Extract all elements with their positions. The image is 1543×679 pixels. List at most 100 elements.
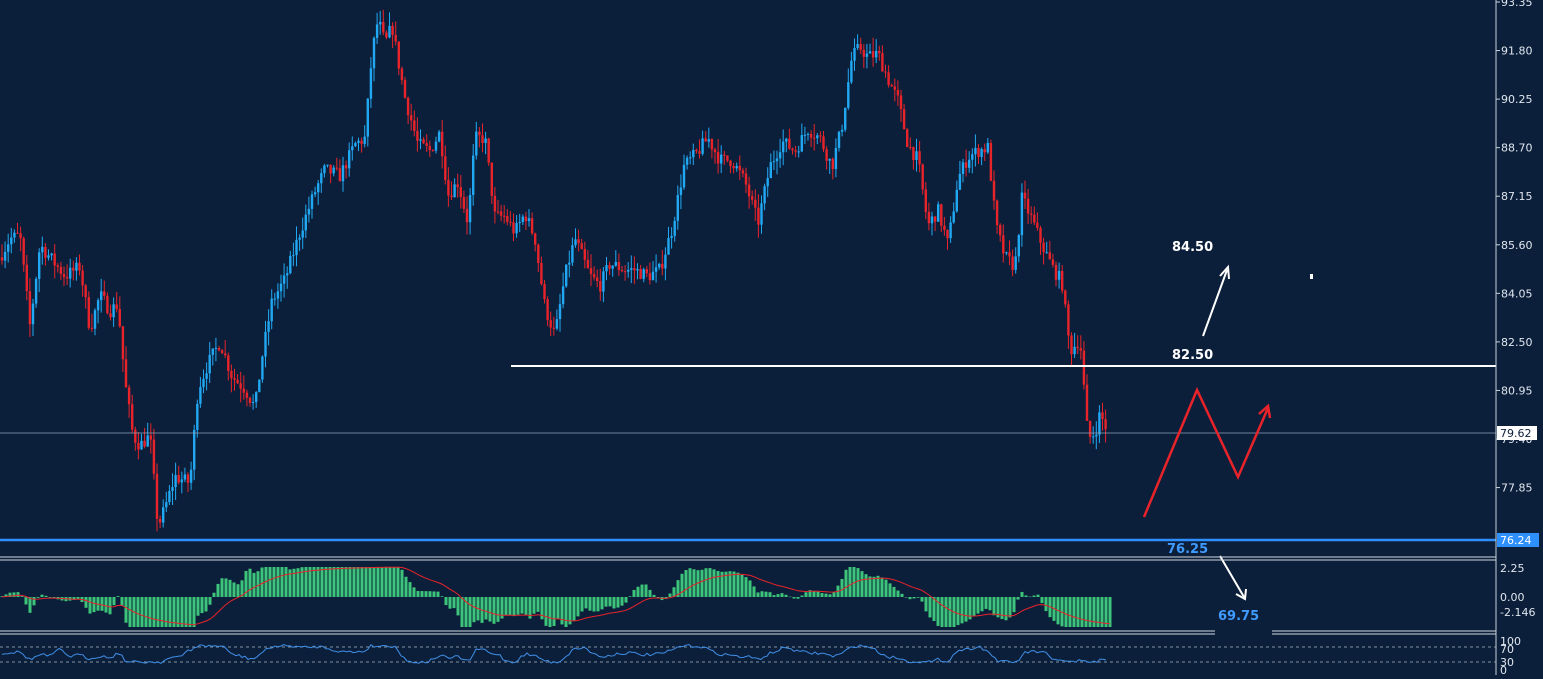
histogram-bar [948,597,952,627]
candle-body [986,142,989,153]
histogram-bar [668,593,672,597]
up-arrowhead [1219,264,1230,280]
candle-body [620,270,624,272]
candle-body [543,283,546,300]
candle-body [131,404,134,430]
candle-body [995,200,999,226]
candle-body [974,147,977,155]
histogram-bar [820,593,824,597]
candle-body [127,387,131,405]
histogram-bar [20,596,24,597]
candle-body [301,230,304,238]
histogram-bar [964,597,968,622]
histogram-bar [980,597,984,612]
candle-body [952,211,955,223]
candle-body [751,196,754,200]
histogram-bar [576,597,580,617]
candle-body [465,208,469,223]
histogram-bar [308,567,312,597]
candle-body [921,164,924,190]
candle-body [713,149,717,152]
histogram-bar [536,597,540,612]
candle-body [552,327,555,329]
candle-body [444,156,447,180]
candle-body [949,222,952,239]
histogram-bar [940,597,944,627]
candle-body [428,145,431,151]
support-price-label: 76.24 [1500,534,1532,547]
candle-body [124,359,128,388]
candle-body [940,204,943,226]
candle-body [385,32,388,38]
histogram-bar [832,591,836,597]
histogram-bar [140,597,144,627]
candle-body [372,37,376,69]
candle-body [943,225,946,230]
candle-body [137,442,140,450]
histogram-bar [960,597,964,624]
histogram-bar [72,597,76,601]
candle-body [794,150,797,152]
candle-body [332,167,335,174]
candle-body [236,379,239,384]
histogram-bar [268,567,272,597]
histogram-bar [564,597,568,627]
candle-body [676,195,679,221]
candle-body [809,134,813,138]
candle-body [586,259,590,269]
histogram-bar [1020,591,1024,597]
candle-body [729,160,732,166]
histogram-bar [280,567,284,597]
histogram-bar [784,594,788,597]
candle-body [822,136,825,150]
candle-body [115,304,118,310]
candle-body [720,154,723,164]
candle-body [1023,192,1027,199]
histogram-bar [860,571,864,597]
candle-body [0,257,4,261]
candle-body [806,134,810,136]
histogram-bar [360,567,364,597]
histogram-bar [164,597,168,627]
candle-body [893,86,896,90]
histogram-bar [524,597,528,615]
candle-body [189,469,193,483]
candle-body [1070,335,1073,355]
candle-body [183,474,187,480]
histogram-bar [956,597,960,626]
candle-body [1011,256,1014,270]
candle-body [503,215,506,217]
candle-body [44,246,47,258]
candle-body [56,265,59,267]
candle-body [909,146,912,148]
histogram-bar [128,597,132,627]
price-tick-label: 80.95 [1501,384,1533,397]
price-tick-label: 87.15 [1501,190,1533,203]
candle-body [890,84,893,87]
candle-body [853,47,856,61]
histogram-bar [928,597,932,618]
candle-body [565,264,568,287]
histogram-bar [896,590,900,597]
candle-body [906,129,909,147]
candle-body [930,216,934,224]
histogram-bar [1016,597,1020,600]
histogram-bar [844,569,848,597]
candle-body [772,161,776,163]
candle-body [828,158,831,161]
candle-body [958,173,962,190]
histogram-bar [504,597,508,616]
candle-body [431,150,435,152]
histogram-bar [12,592,16,597]
candle-body [555,319,559,329]
candle-body [819,135,822,137]
histogram-bar [1072,597,1076,627]
candle-body [434,141,438,151]
candle-body [568,262,571,265]
current-price-label: 79.62 [1500,427,1532,440]
histogram-bar [168,597,172,627]
histogram-bar [1064,597,1068,627]
candle-body [38,252,41,279]
